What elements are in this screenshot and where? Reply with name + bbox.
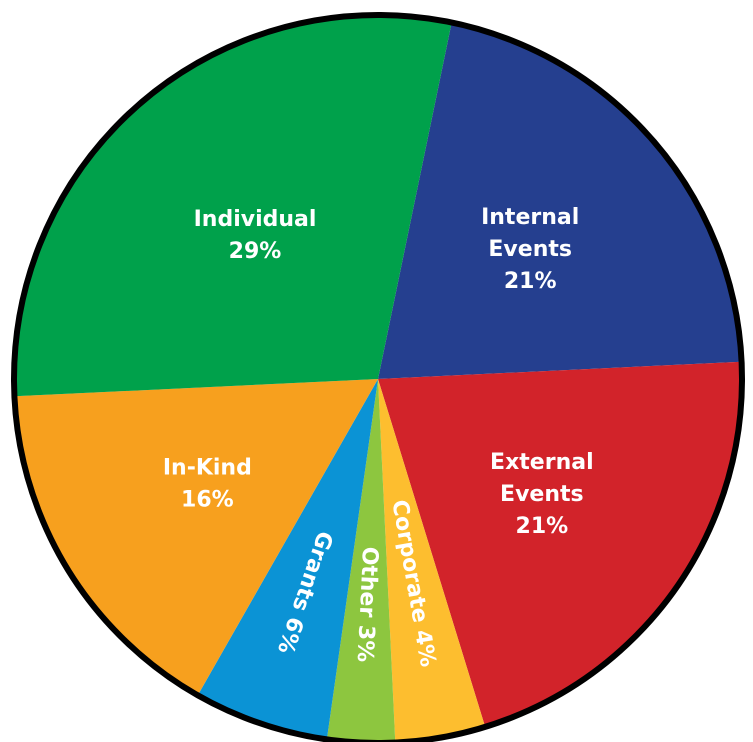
slice-label-line: Other 3% bbox=[352, 546, 382, 663]
pie-slice-0 bbox=[378, 22, 742, 380]
slice-label-0: Internal Events 21% bbox=[481, 204, 579, 293]
slice-label-line: Internal bbox=[481, 204, 579, 229]
pie-slice-4 bbox=[197, 379, 378, 740]
slice-label-line: Events bbox=[500, 482, 584, 507]
pie-outline bbox=[11, 12, 745, 742]
slice-label-line: 29% bbox=[229, 239, 282, 264]
pie-slice-1 bbox=[378, 361, 743, 727]
pie-slice-6 bbox=[13, 14, 452, 397]
slice-label-5: In-Kind 16% bbox=[163, 455, 252, 512]
slice-label-1: External Events 21% bbox=[490, 450, 594, 539]
slice-label-line: 16% bbox=[181, 487, 234, 512]
slice-label-6: Individual 29% bbox=[194, 207, 317, 264]
slice-label-line: External bbox=[490, 450, 594, 475]
slice-label-line: In-Kind bbox=[163, 455, 252, 480]
slice-label-3: Other 3% bbox=[352, 546, 382, 663]
slice-label-line: Events bbox=[488, 236, 572, 261]
pie-slice-3 bbox=[326, 379, 396, 742]
slice-label-line: 21% bbox=[504, 268, 557, 293]
pie-slice-2 bbox=[378, 379, 486, 742]
slice-label-line: Individual bbox=[194, 207, 317, 232]
slice-label-line: 21% bbox=[516, 514, 569, 539]
